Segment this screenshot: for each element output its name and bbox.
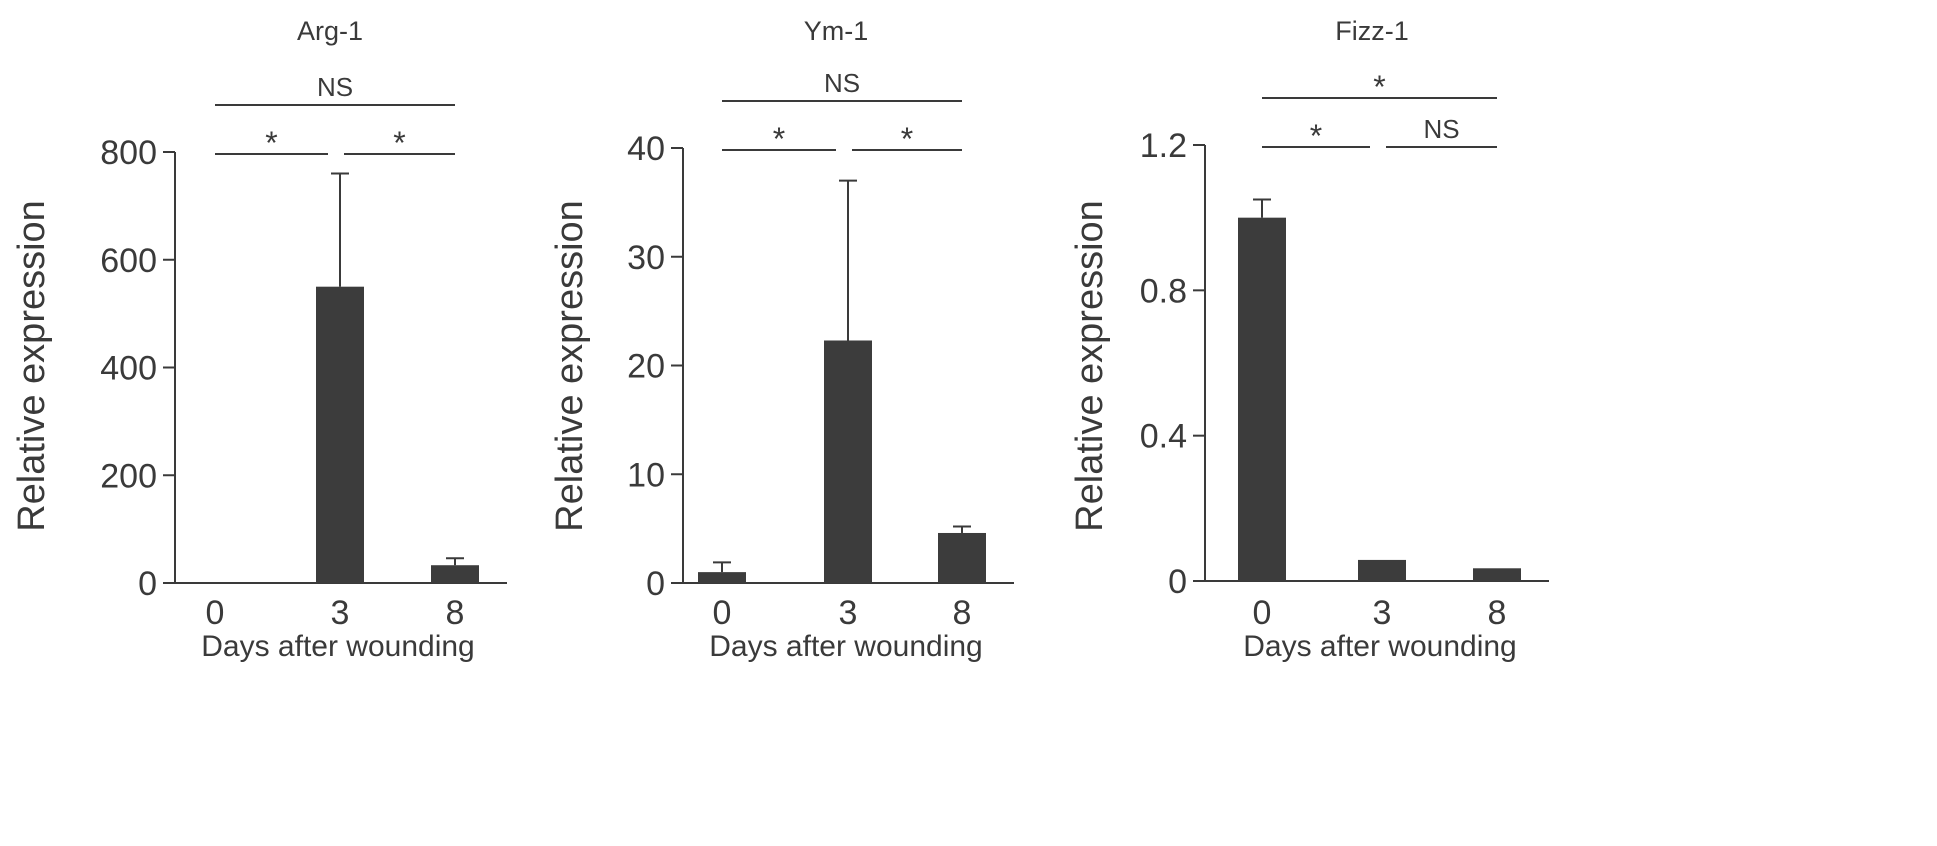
x-tick-label: 3 [331, 594, 350, 632]
significance-label: * [1310, 118, 1322, 154]
y-tick-label: 200 [100, 457, 157, 495]
significance-label: * [901, 121, 913, 157]
y-tick-label: 0 [646, 565, 665, 603]
chart-panel-fizz-1: Fizz-1 0 0.4 0.8 1.2 0 3 8 * NS * Relative expressi… [1069, 16, 1549, 663]
bar [1238, 217, 1286, 581]
significance-label: * [393, 125, 405, 161]
significance-label: NS [1423, 114, 1459, 144]
significance-label: NS [317, 72, 353, 102]
y-tick-label: 0 [138, 565, 157, 603]
bar [1358, 559, 1406, 581]
x-tick-label: 3 [839, 594, 858, 632]
y-tick-label: 600 [100, 242, 157, 280]
bar [1473, 568, 1521, 581]
bar [431, 565, 479, 583]
x-axis-label: Days after wounding [709, 630, 983, 663]
significance-label: * [265, 125, 277, 161]
significance-label: * [1373, 69, 1385, 105]
y-tick-label: 20 [627, 348, 665, 386]
y-tick-label: 30 [627, 239, 665, 277]
chart-title: Fizz-1 [1335, 16, 1409, 46]
x-axis-label: Days after wounding [1243, 630, 1517, 663]
y-tick-label: 0 [1168, 563, 1187, 601]
x-axis-label: Days after wounding [201, 630, 475, 663]
chart-title: Ym-1 [804, 16, 869, 46]
bar [938, 532, 986, 583]
y-axis-label: Relative expression [1069, 200, 1111, 532]
significance-label: NS [824, 68, 860, 98]
chart-panel-ym-1: Ym-1 0 10 20 30 40 0 3 8 * * NS Relative expression D… [549, 16, 1014, 663]
x-tick-label: 8 [953, 594, 972, 632]
chart-panel-arg-1: Arg-1 0 200 400 600 800 0 3 8 * * NS Relative expres… [11, 16, 507, 663]
y-tick-label: 400 [100, 350, 157, 388]
bar [824, 340, 872, 583]
y-tick-label: 0.4 [1140, 418, 1187, 456]
chart-title: Arg-1 [297, 16, 363, 46]
y-tick-label: 40 [627, 130, 665, 168]
y-axis-label: Relative expression [11, 200, 53, 532]
x-tick-label: 3 [1373, 594, 1392, 632]
y-tick-label: 0.8 [1140, 272, 1187, 310]
x-tick-label: 0 [206, 594, 225, 632]
y-tick-label: 800 [100, 134, 157, 172]
significance-label: * [773, 121, 785, 157]
x-tick-label: 0 [1253, 594, 1272, 632]
bar [316, 286, 364, 583]
bar [191, 582, 239, 583]
bar [698, 572, 746, 583]
x-tick-label: 8 [1488, 594, 1507, 632]
y-tick-label: 1.2 [1140, 127, 1187, 165]
y-tick-label: 10 [627, 456, 665, 494]
x-tick-label: 0 [713, 594, 732, 632]
y-axis-label: Relative expression [549, 200, 591, 532]
x-tick-label: 8 [446, 594, 465, 632]
